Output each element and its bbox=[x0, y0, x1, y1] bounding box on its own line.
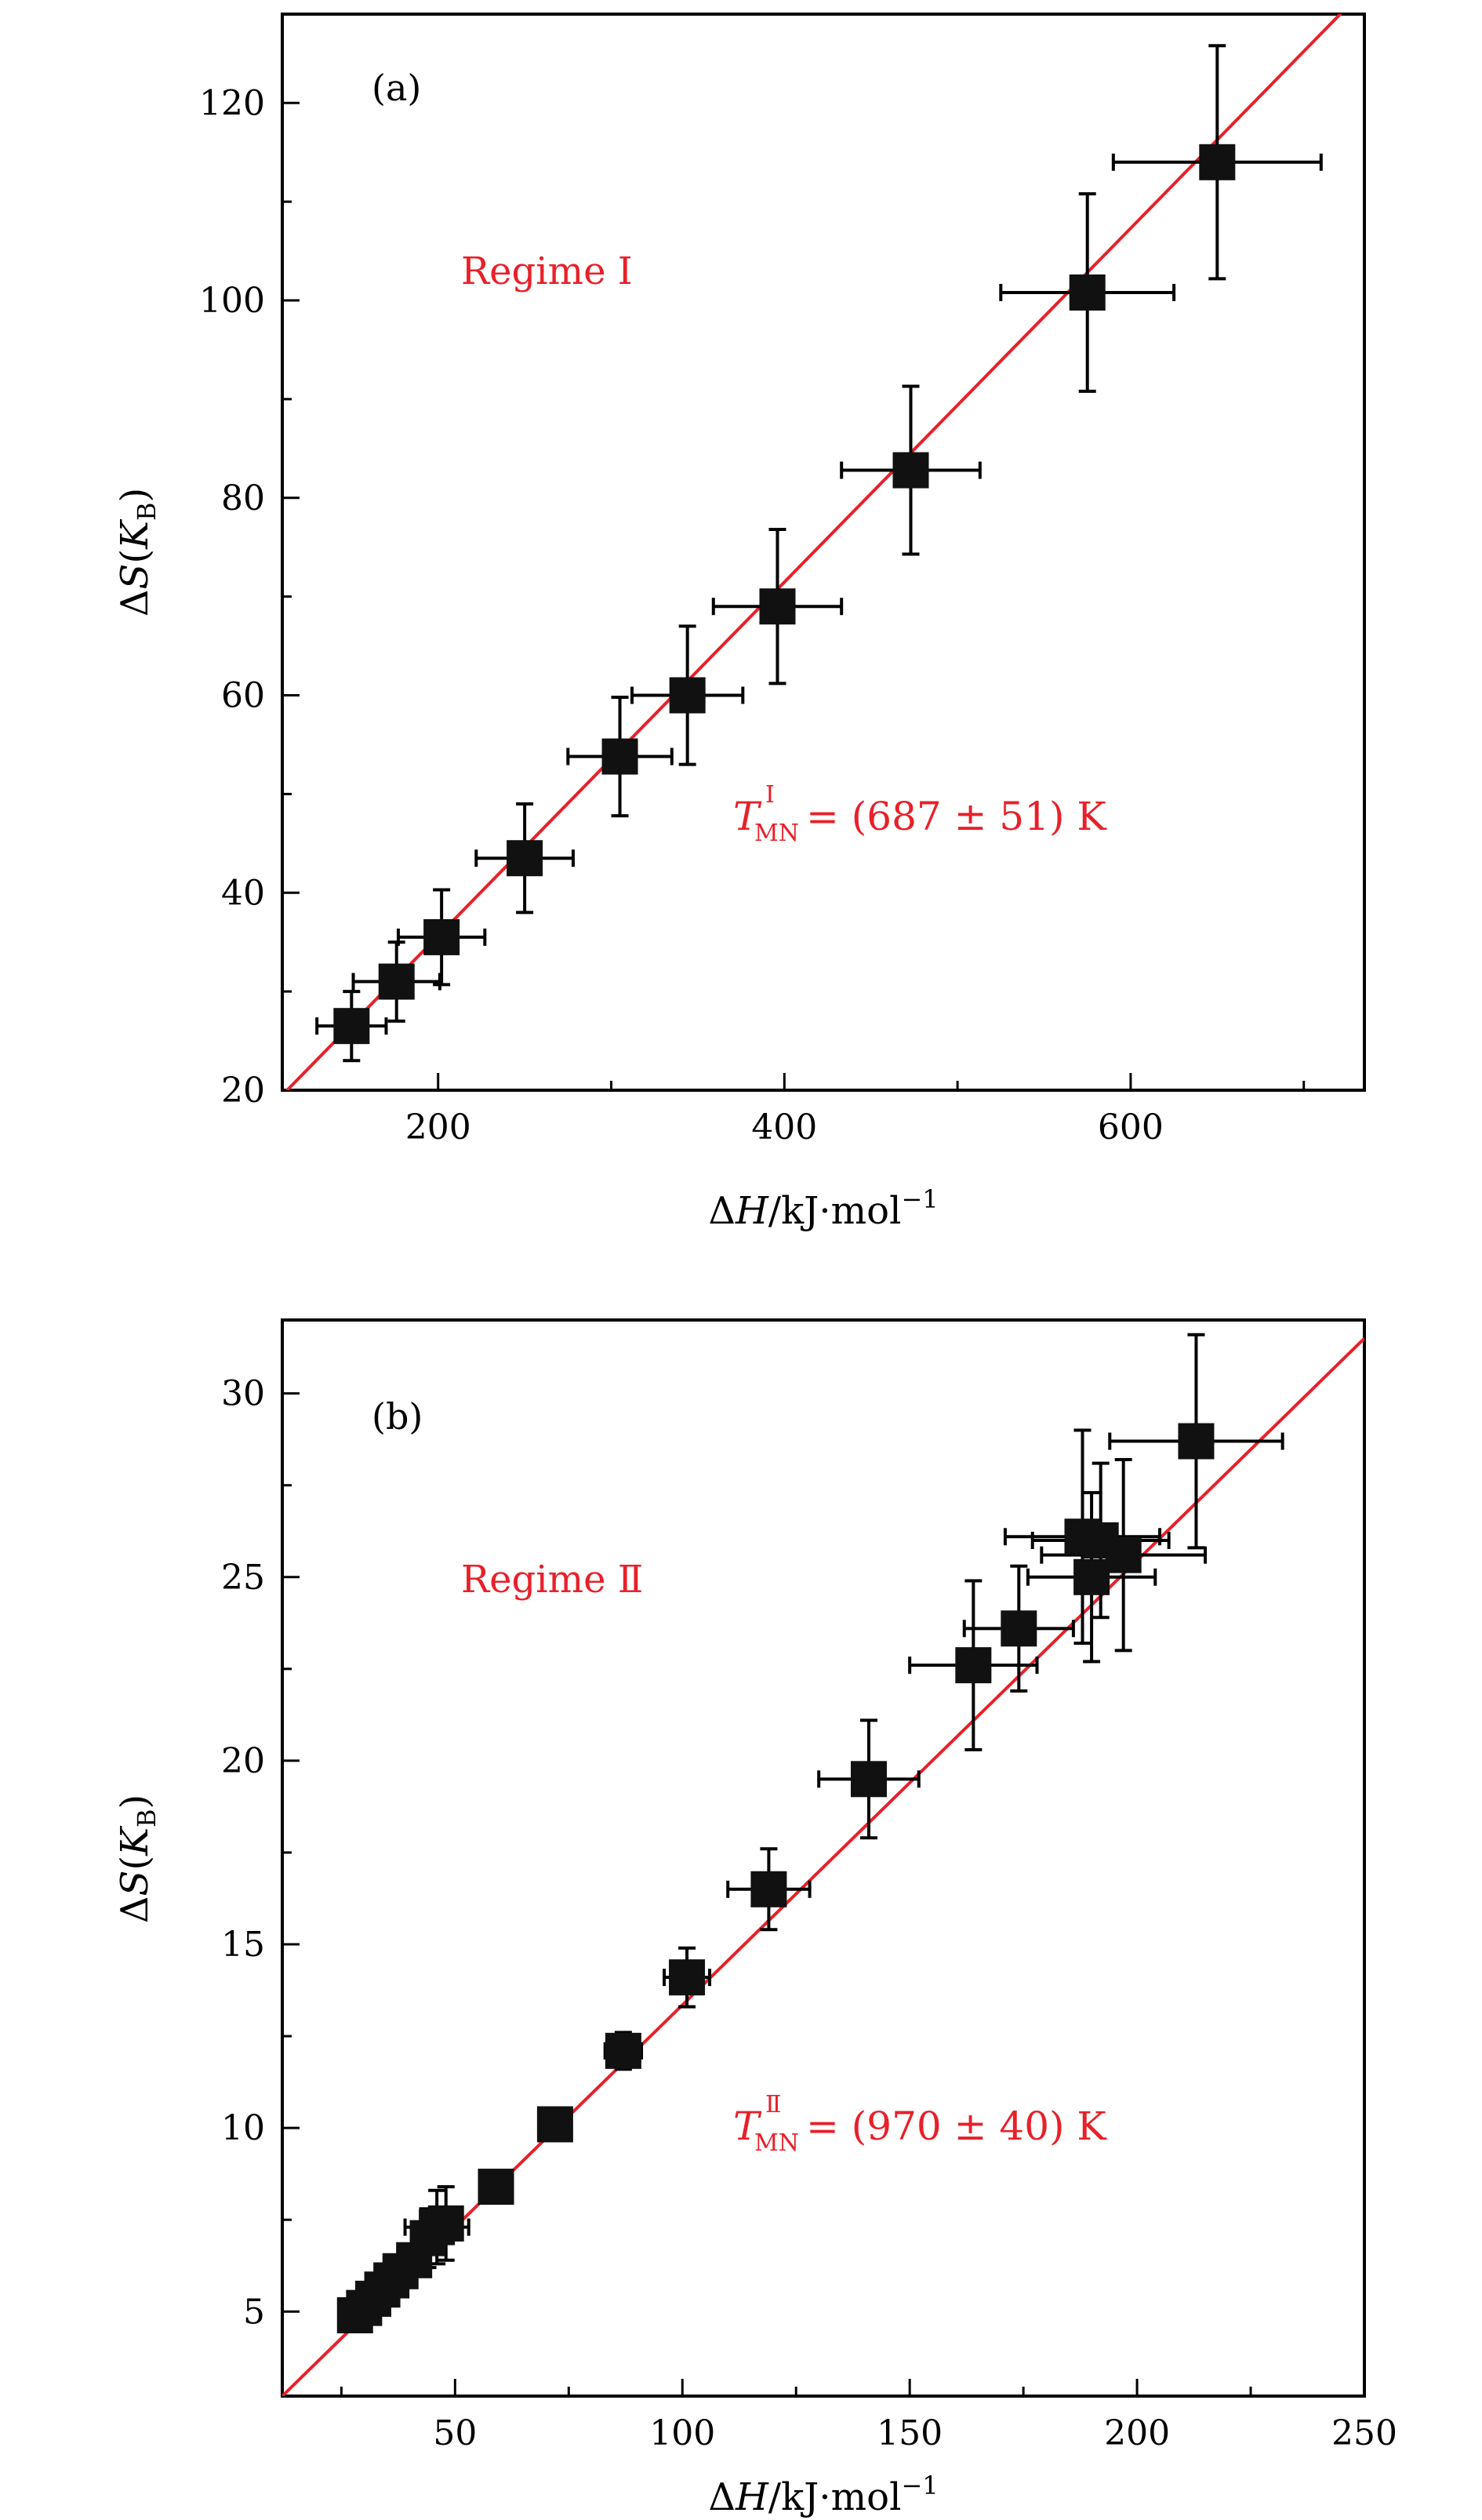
y-tick-label: 25 bbox=[221, 1558, 265, 1598]
data-point-marker bbox=[955, 1647, 992, 1684]
x-axis-label-b: ΔH/kJ·mol−1 bbox=[708, 2471, 938, 2519]
tmn-value-a: = (687 ± 51) K bbox=[806, 794, 1107, 839]
y-tick-label: 20 bbox=[221, 1741, 265, 1781]
panel-b: 50 100 150 200 250 5 10 15 20 25 30 (b) Regime Ⅱ T… bbox=[113, 1318, 1397, 2519]
error-bars-a bbox=[315, 44, 1323, 1063]
regime-label-b: Regime Ⅱ bbox=[461, 1558, 643, 1602]
y-tick-label: 120 bbox=[199, 83, 265, 123]
data-point-marker bbox=[1105, 1536, 1142, 1573]
x-tick-label: 600 bbox=[1098, 1107, 1164, 1147]
data-point-marker bbox=[1199, 144, 1236, 180]
data-point-marker bbox=[759, 588, 796, 625]
tmn-subscript-b: MN bbox=[754, 2129, 799, 2157]
data-point-marker bbox=[507, 840, 543, 877]
panel-label-a: (a) bbox=[372, 67, 421, 109]
data-point-marker bbox=[536, 2106, 573, 2143]
plot-frame-b bbox=[281, 1318, 1366, 2398]
y-tick-label: 80 bbox=[221, 478, 265, 518]
y-tick-label: 40 bbox=[221, 873, 265, 913]
regime-label-a: Regime Ⅰ bbox=[461, 249, 633, 293]
y-axis-title-b: ΔS(KB) bbox=[113, 1795, 162, 1923]
fit-line-group-a bbox=[285, 14, 1342, 1090]
data-point-marker bbox=[601, 738, 638, 775]
x-tick-label: 400 bbox=[751, 1107, 817, 1147]
tmn-symbol-b: T bbox=[733, 2104, 762, 2149]
data-point-marker bbox=[669, 677, 706, 714]
y-tick-label: 5 bbox=[243, 2292, 265, 2332]
y-axis-label-a: ΔS(KB) bbox=[113, 488, 162, 616]
y-tick-label: 10 bbox=[221, 2108, 265, 2148]
fit-line bbox=[285, 14, 1342, 1090]
x-tick-label: 250 bbox=[1331, 2413, 1397, 2453]
y-tick-label: 100 bbox=[199, 281, 265, 321]
data-point-marker bbox=[750, 1871, 787, 1907]
data-point-marker bbox=[333, 1008, 370, 1045]
tmn-subscript-a: MN bbox=[754, 820, 799, 847]
data-point-marker bbox=[892, 452, 929, 489]
data-point-marker bbox=[1069, 274, 1106, 311]
tmn-superscript-b: Ⅱ bbox=[765, 2091, 781, 2118]
data-point-marker bbox=[378, 963, 415, 1000]
tick-labels-b: 50 100 150 200 250 5 10 15 20 25 30 bbox=[221, 1374, 1397, 2453]
data-point-marker bbox=[478, 2169, 514, 2205]
tmn-annotation-a: T Ⅰ MN = (687 ± 51) K bbox=[733, 781, 1107, 847]
x-tick-label: 150 bbox=[877, 2413, 943, 2453]
x-axis-label-a: ΔH/kJ·mol−1 bbox=[708, 1184, 938, 1233]
data-point-marker bbox=[1178, 1423, 1215, 1460]
x-axis-title-a: ΔH/kJ·mol−1 bbox=[708, 1184, 938, 1233]
x-tick-label: 200 bbox=[405, 1107, 471, 1147]
y-axis-title-a: ΔS(KB) bbox=[113, 488, 162, 616]
y-axis-label-b: ΔS(KB) bbox=[113, 1795, 162, 1923]
y-tick-label: 15 bbox=[221, 1925, 265, 1965]
y-tick-label: 30 bbox=[221, 1374, 265, 1414]
tmn-symbol-a: T bbox=[733, 794, 762, 839]
data-point-marker bbox=[1073, 1558, 1110, 1595]
data-point-marker bbox=[427, 2205, 464, 2242]
error-bars-b bbox=[403, 1333, 1284, 2270]
data-point-marker bbox=[1001, 1610, 1037, 1647]
x-tick-label: 200 bbox=[1104, 2413, 1170, 2453]
tmn-annotation-b: T Ⅱ MN = (970 ± 40) K bbox=[733, 2091, 1107, 2157]
data-point-marker bbox=[850, 1761, 887, 1798]
tick-labels-a: 200 400 600 20 40 60 80 100 120 bbox=[199, 83, 1164, 1147]
markers-b bbox=[336, 1423, 1215, 2333]
y-tick-label: 60 bbox=[221, 676, 265, 716]
panel-a: 200 400 600 20 40 60 80 100 120 (a) Regime Ⅰ T Ⅰ… bbox=[113, 13, 1366, 1233]
markers-a bbox=[333, 144, 1236, 1045]
data-point-marker bbox=[605, 2032, 641, 2069]
data-point-marker bbox=[669, 1959, 706, 1996]
ticks-a bbox=[282, 101, 1306, 1092]
x-tick-label: 100 bbox=[649, 2413, 715, 2453]
x-tick-label: 50 bbox=[433, 2413, 477, 2453]
plot-frame-a bbox=[281, 13, 1366, 1092]
data-point-marker bbox=[423, 918, 460, 955]
panel-label-b: (b) bbox=[372, 1395, 423, 1438]
y-tick-label: 20 bbox=[221, 1071, 265, 1111]
ticks-b bbox=[282, 1392, 1366, 2396]
x-axis-title-b: ΔH/kJ·mol−1 bbox=[708, 2471, 938, 2519]
tmn-superscript-a: Ⅰ bbox=[765, 781, 775, 809]
tmn-value-b: = (970 ± 40) K bbox=[806, 2104, 1107, 2149]
